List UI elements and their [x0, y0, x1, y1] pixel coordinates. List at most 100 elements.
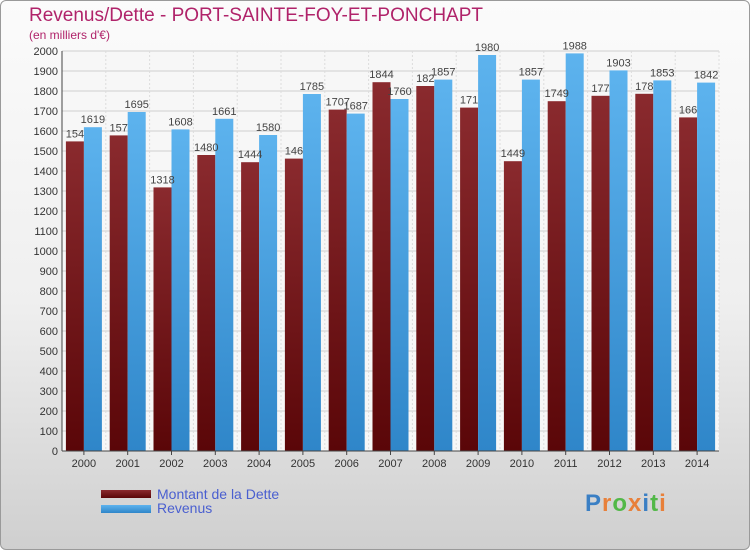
revenue-value-label: 1580	[256, 122, 280, 134]
y-tick-label: 1800	[34, 86, 58, 98]
revenue-value-label: 1853	[650, 67, 674, 79]
y-tick-label: 1100	[34, 226, 58, 238]
debt-bar	[503, 161, 522, 451]
legend-label-revenue: Revenus	[157, 500, 213, 516]
logo-letter: x	[628, 490, 643, 517]
x-tick-label: 2004	[247, 458, 271, 470]
x-tick-label: 2012	[597, 458, 621, 470]
debt-value-label: 166	[679, 104, 697, 116]
legend-swatch-revenue	[101, 505, 151, 513]
revenue-bar	[565, 53, 584, 452]
debt-bar	[416, 86, 435, 451]
revenue-bar	[302, 94, 321, 451]
y-tick-label: 1900	[34, 66, 58, 78]
revenue-value-label: 1988	[562, 40, 586, 52]
debt-value-label: 178	[635, 81, 653, 93]
revenue-bar	[127, 112, 146, 451]
y-tick-label: 700	[40, 306, 58, 318]
debt-bar	[460, 107, 479, 451]
y-tick-label: 1700	[34, 106, 58, 118]
debt-bar	[635, 93, 654, 452]
y-tick-label: 1300	[34, 186, 58, 198]
debt-value-label: 177	[591, 83, 609, 95]
x-tick-label: 2002	[159, 458, 183, 470]
revenue-value-label: 1619	[81, 114, 105, 126]
revenue-value-label: 1785	[300, 81, 324, 93]
revenue-value-label: 1760	[387, 86, 411, 98]
y-tick-label: 1200	[34, 206, 58, 218]
y-tick-label: 1400	[34, 166, 58, 178]
debt-bar	[328, 109, 347, 451]
debt-value-label: 146	[285, 146, 303, 158]
legend-label-debt: Montant de la Dette	[157, 486, 280, 502]
debt-bar	[241, 162, 260, 451]
proxiti-logo: Proxiti	[585, 490, 667, 518]
debt-bar	[284, 158, 303, 451]
debt-value-label: 182	[416, 73, 434, 85]
revenue-bar	[697, 82, 716, 451]
revenue-value-label: 1903	[606, 57, 630, 69]
x-tick-label: 2011	[554, 458, 578, 470]
revenue-value-label: 1687	[343, 101, 367, 113]
revenue-bar	[434, 79, 453, 451]
debt-value-label: 157	[110, 122, 128, 134]
x-tick-label: 2014	[685, 458, 709, 470]
y-tick-label: 100	[40, 426, 58, 438]
x-tick-label: 2001	[115, 458, 139, 470]
chart-subtitle: (en milliers d'€)	[29, 28, 110, 42]
x-tick-label: 2003	[203, 458, 227, 470]
debt-bar	[547, 101, 566, 451]
revenue-bar	[171, 129, 190, 451]
x-tick-label: 2000	[72, 458, 96, 470]
revenue-bar	[390, 99, 409, 451]
y-tick-label: 300	[40, 386, 58, 398]
logo-letter: r	[602, 490, 613, 517]
y-tick-label: 1600	[34, 126, 58, 138]
revenue-bar	[346, 113, 365, 451]
debt-value-label: 171	[460, 95, 478, 107]
y-tick-label: 800	[40, 286, 58, 298]
x-tick-label: 2007	[378, 458, 402, 470]
x-tick-label: 2010	[510, 458, 534, 470]
debt-bar	[372, 82, 391, 451]
y-tick-label: 500	[40, 346, 58, 358]
logo-letter: i	[642, 490, 651, 517]
logo-letter: t	[650, 490, 660, 517]
y-tick-label: 400	[40, 366, 58, 378]
revenue-value-label: 1608	[168, 116, 192, 128]
x-tick-label: 2008	[422, 458, 446, 470]
y-tick-label: 0	[52, 446, 58, 458]
revenue-value-label: 1661	[212, 106, 236, 118]
revenue-value-label: 1842	[694, 70, 718, 82]
revenue-bar	[609, 70, 628, 452]
debt-value-label: 1444	[238, 149, 262, 161]
debt-bar	[679, 117, 698, 452]
logo-letter: o	[612, 490, 629, 517]
debt-bar	[109, 135, 128, 451]
debt-value-label: 1707	[325, 97, 349, 109]
debt-bar	[591, 95, 610, 452]
x-tick-label: 2009	[466, 458, 490, 470]
chart-title: Revenus/Dette - PORT-SAINTE-FOY-ET-PONCH…	[29, 5, 483, 26]
debt-value-label: 1480	[194, 142, 218, 154]
revenue-value-label: 1695	[124, 99, 148, 111]
debt-value-label: 1844	[369, 69, 393, 81]
y-tick-label: 600	[40, 326, 58, 338]
revenue-value-label: 1857	[431, 67, 455, 79]
logo-letter: i	[659, 490, 667, 517]
y-tick-label: 2000	[34, 46, 58, 58]
revenue-value-label: 1980	[475, 42, 499, 54]
x-tick-label: 2005	[291, 458, 315, 470]
debt-value-label: 1318	[150, 174, 174, 186]
revenue-bar	[521, 79, 540, 451]
x-tick-label: 2013	[641, 458, 665, 470]
y-tick-label: 1500	[34, 146, 58, 158]
y-tick-label: 1000	[34, 246, 58, 258]
debt-value-label: 1449	[501, 148, 525, 160]
debt-value-label: 154	[66, 128, 84, 140]
revenue-bar	[653, 80, 672, 452]
debt-bar	[65, 141, 84, 451]
revenue-bar	[215, 118, 234, 452]
